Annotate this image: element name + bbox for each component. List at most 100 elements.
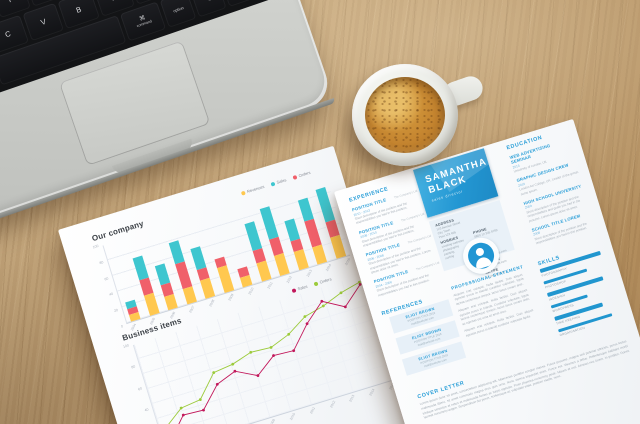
x-tick-label: 2012 [328, 400, 336, 409]
orders-segment [304, 218, 323, 248]
sales-point [305, 322, 309, 326]
orders-point [303, 315, 307, 318]
legend-label: Sales [296, 283, 309, 292]
x-tick-label: 2011 [308, 406, 316, 415]
stacked-bar [214, 256, 234, 294]
legend-label: Orders [297, 169, 312, 179]
orders-point [339, 291, 343, 295]
revenues-segment [274, 253, 290, 276]
y-tick-label: 20 [113, 308, 119, 314]
stacked-bar [154, 262, 178, 311]
sales-segment [190, 246, 207, 270]
orders-point [287, 332, 291, 336]
legend-label: Sales [275, 177, 287, 185]
legend-item: Revenues [240, 183, 265, 196]
line-chart-canvas [165, 280, 362, 424]
legend-dot-icon [270, 181, 276, 187]
sales-point [320, 299, 324, 303]
sales-point [181, 413, 185, 417]
legend-dot-icon [292, 174, 298, 180]
orders-point [212, 371, 216, 375]
revenues-segment [200, 277, 216, 299]
sales-point [272, 354, 275, 357]
revenues-segment [312, 244, 328, 265]
education-list: WEB ADVERTISING SEMINAR 2013 University of… [509, 137, 597, 250]
y-tick-label: 40 [144, 407, 150, 413]
legend-item: Sales [270, 177, 287, 187]
orders-point [179, 406, 183, 410]
x-tick-label: 2009 [227, 293, 235, 302]
key: ◀ [190, 0, 227, 18]
y-tick-label: 80 [98, 260, 104, 265]
sales-segment [259, 205, 279, 240]
revenues-segment [143, 293, 160, 316]
sales-point [233, 369, 237, 373]
orders-point [269, 346, 273, 349]
y-tick-label: 100 [92, 243, 99, 250]
espresso-cup [352, 64, 458, 166]
coffee-crema [365, 77, 445, 153]
revenues-segment [182, 286, 197, 305]
skills-list: PHOTOGRAPHY PHOTOSHOP INDESIGN WORDPRESS TIM… [539, 250, 625, 341]
y-tick-label: 0 [120, 324, 124, 329]
sales-point [256, 374, 260, 378]
x-tick-label: 2007 [188, 304, 196, 314]
y-tick-label: 60 [137, 386, 143, 392]
orders-point [321, 304, 325, 308]
y-tick-label: 100 [122, 343, 130, 349]
sales-segment [132, 255, 149, 281]
stacked-bar [125, 299, 141, 322]
x-tick-label: 2010 [247, 287, 255, 296]
revenues-segment [329, 234, 347, 259]
x-tick-label: 2014 [325, 263, 333, 272]
orders-segment [174, 261, 192, 290]
stacked-bar [237, 266, 253, 288]
sales-segment [315, 187, 335, 223]
y-tick-label: 60 [103, 276, 109, 282]
sales-point [343, 305, 347, 309]
y-tick-label: 40 [108, 292, 114, 298]
legend-dot-icon [291, 287, 297, 293]
orders-point [198, 398, 202, 402]
orders-point [249, 350, 253, 354]
key: option [160, 0, 197, 28]
legend-label: Orders [319, 276, 333, 285]
sales-point [215, 382, 219, 386]
x-tick-label: 2012 [285, 275, 294, 284]
x-tick-label: 2014 [368, 387, 376, 397]
revenues-segment [216, 265, 234, 294]
orders-line [165, 281, 360, 424]
revenues-segment [293, 248, 309, 271]
legend-item: Orders [292, 170, 311, 180]
x-tick-label: 2013 [305, 269, 313, 278]
revenues-segment [256, 260, 272, 282]
x-tick-label: 2009 [268, 418, 276, 424]
x-tick-label: 2015 [344, 257, 352, 266]
revenues-segment [128, 311, 141, 322]
sales-segment [298, 197, 315, 222]
legend-label: Revenues [246, 183, 265, 194]
key-word: command [136, 19, 153, 29]
x-tick-label: 2008 [208, 299, 216, 308]
orders-point [231, 362, 235, 366]
sales-segment [168, 240, 185, 265]
legend-dot-icon [240, 190, 246, 196]
chart-report-page: Our company Revenues Sales Orders 0 20 40 60 8… [58, 145, 433, 424]
line-chart [132, 274, 395, 424]
stacked-bar [284, 218, 309, 271]
x-tick-label: 2013 [348, 394, 356, 403]
legend-dot-icon [313, 280, 319, 286]
revenues-segment [164, 293, 178, 311]
person-icon [464, 239, 498, 273]
sales-point [202, 408, 205, 412]
sales-segment [244, 221, 262, 252]
orders-point [358, 280, 361, 284]
x-tick-label: 2011 [266, 281, 274, 290]
sales-point [292, 349, 296, 353]
stacked-bar [190, 246, 216, 299]
x-tick-label: 2010 [288, 412, 296, 421]
y-tick-label: 80 [131, 364, 136, 370]
sales-point [358, 283, 362, 286]
sales-line [169, 284, 361, 424]
